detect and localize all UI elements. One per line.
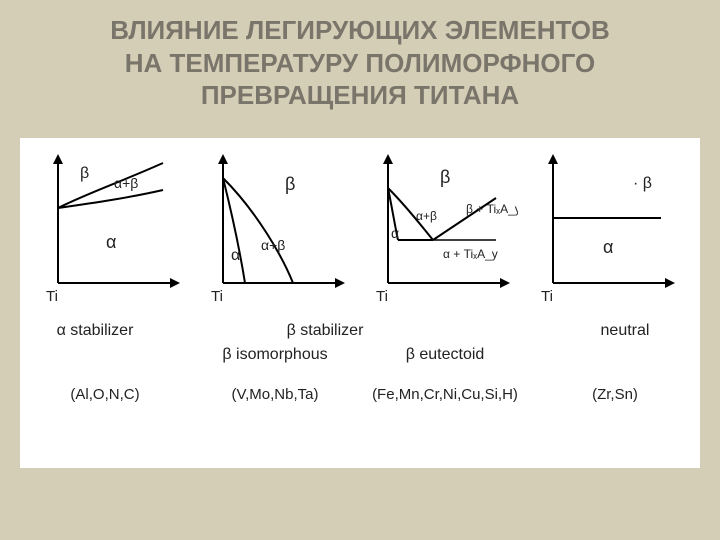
cap-subtype-2: β eutectoid [370, 346, 520, 364]
cap-elements-2: (Fe,Mn,Cr,Ni,Cu,Si,H) [370, 386, 520, 403]
svg-text:β: β [285, 174, 295, 194]
phase-diagram-1: β α+β α Ti [203, 148, 353, 318]
svg-text:α+β: α+β [114, 175, 138, 191]
cap-subtype-1: β isomorphous [200, 346, 350, 364]
svg-text:α: α [603, 237, 613, 257]
svg-text:α: α [106, 232, 116, 252]
cap-stabilizer-0: α stabilizer [20, 322, 170, 340]
phase-diagram-0: β α+β α Ti [38, 148, 188, 318]
svg-text:Ti: Ti [541, 288, 553, 305]
svg-text:β + TiₓA_y: β + TiₓA_y [466, 202, 518, 216]
svg-text:· β: · β [633, 175, 652, 192]
svg-text:Ti: Ti [46, 288, 58, 305]
phase-diagram-2: β α+β α β + TiₓA_y α + TiₓA_y Ti [368, 148, 518, 318]
stabilizer-row: α stabilizer β stabilizer neutral [20, 322, 700, 340]
svg-text:α+β: α+β [416, 209, 437, 223]
svg-text:β: β [80, 165, 89, 182]
slide-title: ВЛИЯНИЕ ЛЕГИРУЮЩИХ ЭЛЕМЕНТОВ НА ТЕМПЕРАТ… [0, 0, 720, 112]
svg-text:β: β [440, 167, 450, 187]
title-line1: ВЛИЯНИЕ ЛЕГИРУЮЩИХ ЭЛЕМЕНТОВ [110, 15, 610, 45]
phase-diagram-3: · β α Ti [533, 148, 683, 318]
cap-stabilizer-3: neutral [550, 322, 700, 340]
svg-text:Ti: Ti [211, 288, 223, 305]
title-line2: НА ТЕМПЕРАТУРУ ПОЛИМОРФНОГО [125, 48, 596, 78]
cap-stabilizer-1: β stabilizer [250, 322, 400, 340]
svg-text:α: α [231, 247, 240, 264]
cap-stabilizer-2 [400, 322, 550, 340]
svg-text:α + TiₓA_y: α + TiₓA_y [443, 247, 498, 261]
charts-row: β α+β α Ti β α+β α Ti β α+β α β + TiₓA_y α + TiₓA_y T… [20, 138, 700, 318]
svg-text:α: α [391, 225, 399, 241]
cap-subtype-3 [540, 346, 690, 364]
diagram-panel: β α+β α Ti β α+β α Ti β α+β α β + TiₓA_y α + TiₓA_y T… [20, 138, 700, 468]
svg-text:α+β: α+β [261, 237, 285, 253]
elements-row: (Al,O,N,C) (V,Mo,Nb,Ta) (Fe,Mn,Cr,Ni,Cu,… [20, 386, 700, 403]
svg-text:Ti: Ti [376, 288, 388, 305]
cap-elements-1: (V,Mo,Nb,Ta) [200, 386, 350, 403]
subtype-row: β isomorphous β eutectoid [20, 346, 700, 364]
cap-subtype-0 [30, 346, 180, 364]
title-line3: ПРЕВРАЩЕНИЯ ТИТАНА [201, 80, 519, 110]
cap-elements-0: (Al,O,N,C) [30, 386, 180, 403]
cap-elements-3: (Zr,Sn) [540, 386, 690, 403]
